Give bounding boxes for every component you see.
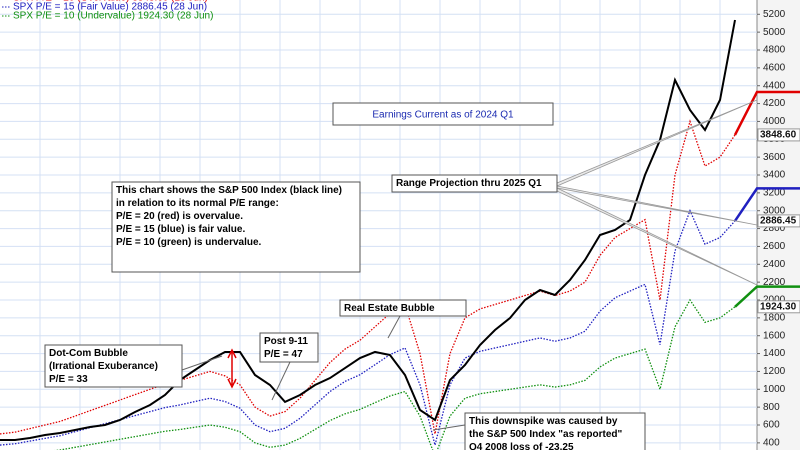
annotation-text: P/E = 20 (red) is overvalue. xyxy=(116,211,243,222)
series-line xyxy=(0,19,736,441)
annotation-text: Dot-Com Bubble xyxy=(49,348,128,359)
y-tick-label: 4400 xyxy=(763,80,786,91)
annotation-text: the S&P 500 Index "as reported" xyxy=(469,429,623,440)
plot-lines xyxy=(0,19,736,450)
y-tick-label: 2800 xyxy=(763,223,786,234)
annotation-box xyxy=(464,412,646,450)
projection-line xyxy=(734,285,800,308)
end-label: 1924.30 xyxy=(760,301,797,312)
annotation-text: Real Estate Bubble xyxy=(344,303,435,314)
y-tick-label: 1000 xyxy=(763,384,786,395)
series-line xyxy=(0,119,736,435)
y-tick-label: 400 xyxy=(763,437,780,448)
annotation-box xyxy=(111,181,361,273)
arrow xyxy=(227,348,237,389)
legend-label: SPX P/E = 20 (Overvalue) 3848.60 (28 Jun… xyxy=(13,0,208,4)
annotation-text: in relation to its normal P/E range: xyxy=(116,198,279,209)
y-tick-label: 1200 xyxy=(763,366,786,377)
annotation-text: P/E = 47 xyxy=(264,349,303,360)
y-tick-label: 600 xyxy=(763,420,780,431)
projection-line xyxy=(733,90,800,136)
pointer xyxy=(387,315,401,339)
y-tick-label: 3200 xyxy=(763,187,786,198)
y-tick-label: 5000 xyxy=(763,27,786,38)
projection-line xyxy=(733,187,800,222)
y-tick-label: 3400 xyxy=(763,170,786,181)
y-tick-label: 1400 xyxy=(763,348,786,359)
y-tick-label: 1800 xyxy=(763,312,786,323)
end-label: 3848.60 xyxy=(760,130,797,141)
series-line xyxy=(0,209,736,446)
pointer xyxy=(432,424,466,431)
annotation-text: Earnings Current as of 2024 Q1 xyxy=(372,110,514,121)
legend-label: SPX P/E = 10 (Undervalue) 1924.30 (28 Ju… xyxy=(13,11,213,22)
y-tick-label: 4800 xyxy=(763,45,786,56)
y-tick-label: 4600 xyxy=(763,62,786,73)
y-tick-label: 1600 xyxy=(763,330,786,341)
end-label-box xyxy=(757,300,800,314)
annotation-text: (Irrational Exuberance) xyxy=(49,361,158,372)
annotation-text: P/E = 33 xyxy=(49,374,88,385)
annotation-box xyxy=(259,332,319,363)
annotation-text: This chart shows the S&P 500 Index (blac… xyxy=(116,185,342,196)
annotation-text: This downspike was caused by xyxy=(469,416,618,427)
end-label-box xyxy=(757,214,800,228)
annotation-text: P/E = 15 (blue) is fair value. xyxy=(116,224,245,235)
y-tick-label: 5200 xyxy=(763,9,786,20)
annotation-text: P/E = 10 (green) is undervalue. xyxy=(116,237,262,248)
annotation-box xyxy=(339,299,467,317)
end-label-box xyxy=(757,128,800,142)
pointer xyxy=(181,355,223,371)
end-label: 2886.45 xyxy=(760,216,797,227)
y-tick-label: 2000 xyxy=(763,295,786,306)
series-line xyxy=(54,298,736,450)
annotation-text: Post 9-11 xyxy=(264,336,308,347)
pointer xyxy=(271,361,291,401)
y-tick-label: 2200 xyxy=(763,277,786,288)
annotation-box xyxy=(391,174,558,193)
annotation-box xyxy=(44,344,183,388)
annotation-text: Q4 2008 loss of -23.25 xyxy=(469,442,574,450)
legend-label: SPX P/E = 15 (Fair Value) 2886.45 (28 Ju… xyxy=(13,2,207,13)
y-tick-label: 4000 xyxy=(763,116,786,127)
y-tick-label: 3600 xyxy=(763,152,786,163)
y-tick-label: 2400 xyxy=(763,259,786,270)
y-tick-label: 3000 xyxy=(763,205,786,216)
annotation-text: Range Projection thru 2025 Q1 xyxy=(396,178,542,189)
y-tick-label: 4200 xyxy=(763,98,786,109)
annotation-box xyxy=(332,102,554,126)
y-tick-label: 2600 xyxy=(763,241,786,252)
y-tick-label: 800 xyxy=(763,402,780,413)
